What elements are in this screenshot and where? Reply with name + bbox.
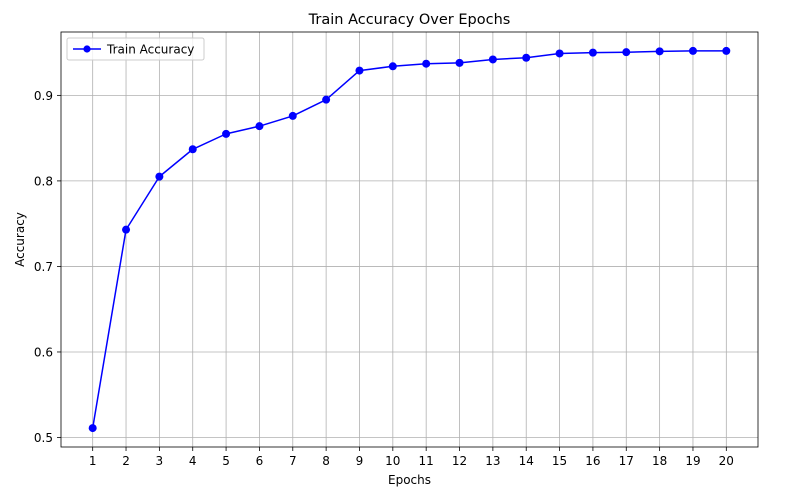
data-point	[522, 53, 531, 62]
legend: Train Accuracy	[66, 37, 205, 61]
x-tick-label: 7	[289, 454, 297, 468]
x-tick-label: 18	[652, 454, 667, 468]
x-tick-label: 3	[156, 454, 164, 468]
y-tick-label: 0.7	[34, 260, 53, 274]
ticks: 1 2 3 4 5 6 7 8 9 10 11 12 13 14 15 16 17 18 19 200.50.60.7…	[34, 89, 734, 468]
data-point	[622, 48, 631, 57]
data-point	[722, 46, 731, 55]
data-point	[322, 95, 331, 104]
x-tick-label: 4	[189, 454, 197, 468]
data-point	[255, 122, 264, 131]
x-tick-label: 12	[452, 454, 467, 468]
x-tick-label: 1	[89, 454, 97, 468]
data-point	[388, 62, 397, 71]
data-point	[122, 225, 131, 234]
x-tick-label: 14	[519, 454, 534, 468]
data-point	[455, 58, 464, 67]
x-tick-label: 10	[385, 454, 400, 468]
data-point	[88, 424, 97, 433]
series-line	[91, 50, 727, 429]
y-tick-label: 0.6	[34, 345, 53, 359]
x-tick-label: 6	[256, 454, 264, 468]
legend-marker-swatch	[83, 45, 91, 53]
data-point	[288, 111, 297, 120]
data-point	[655, 47, 664, 56]
x-tick-label: 9	[356, 454, 364, 468]
y-tick-label: 0.9	[34, 89, 53, 103]
plot-frame	[60, 31, 759, 448]
y-axis-label: Accuracy	[13, 212, 27, 267]
data-point	[222, 129, 231, 138]
y-tick-label: 0.8	[34, 174, 53, 188]
x-tick-label: 20	[719, 454, 734, 468]
data-point	[688, 46, 697, 55]
grid	[61, 32, 758, 447]
data-point	[422, 59, 431, 68]
data-point	[555, 49, 564, 58]
data-point	[488, 55, 497, 64]
chart-title: Train Accuracy Over Epochs	[308, 12, 511, 28]
x-tick-label: 13	[485, 454, 500, 468]
x-axis-label: Epochs	[388, 473, 431, 487]
y-tick-label: 0.5	[34, 431, 53, 445]
data-point	[188, 145, 197, 154]
data-point	[588, 48, 597, 57]
x-tick-label: 15	[552, 454, 567, 468]
x-tick-label: 2	[122, 454, 130, 468]
data-point	[355, 66, 364, 75]
legend-box	[66, 37, 205, 61]
x-tick-label: 16	[585, 454, 600, 468]
series	[88, 46, 731, 433]
legend-label: Train Accuracy	[106, 43, 194, 57]
x-tick-label: 19	[685, 454, 700, 468]
x-tick-label: 17	[619, 454, 634, 468]
x-tick-label: 5	[222, 454, 230, 468]
x-tick-label: 11	[419, 454, 434, 468]
data-point	[155, 172, 164, 181]
x-tick-label: 8	[322, 454, 330, 468]
